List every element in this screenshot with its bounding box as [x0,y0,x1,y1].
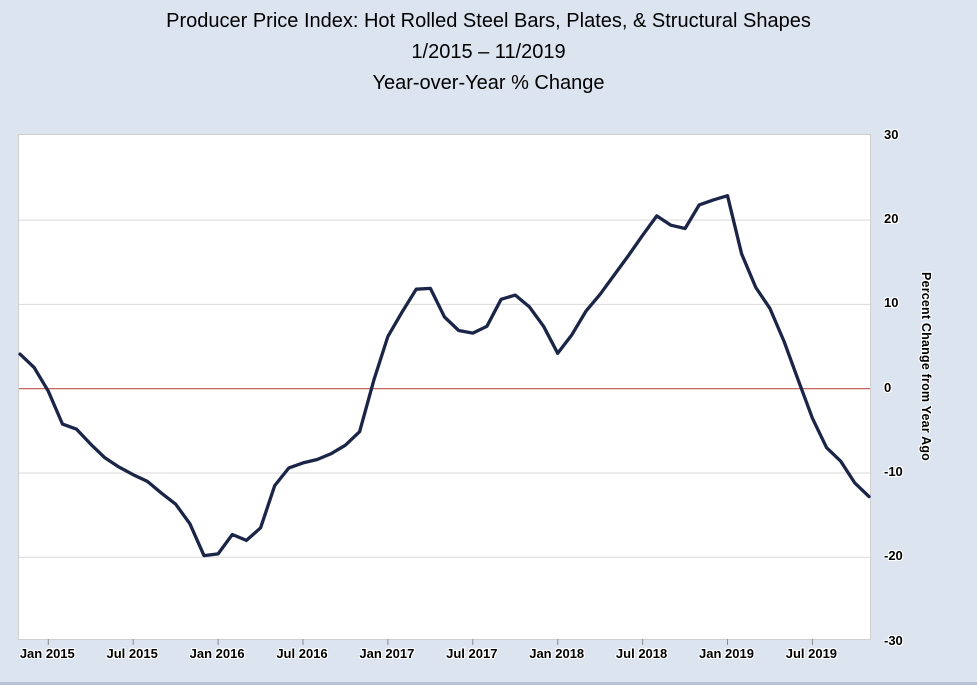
x-tick-label: Jul 2017 [446,646,498,661]
ppi-line-chart [18,194,871,645]
x-tick-label: Jul 2018 [615,646,668,661]
plot-area [18,134,871,645]
chart-title: Producer Price Index: Hot Rolled Steel B… [166,10,811,32]
y-tick-label: 10 [884,295,899,311]
window-bottom-edge [0,682,977,685]
y-tick-label: 30 [884,126,899,142]
y-axis-title: Percent Change from Year Ago [919,272,933,461]
x-tick-label: Jan 2019 [699,646,754,661]
chart-measure-label: Year-over-Year % Change [372,72,605,94]
chart-date-range: 1/2015 – 11/2019 [411,41,566,63]
x-tick-label: Jul 2016 [276,646,328,661]
y-tick-label: -10 [884,464,903,479]
y-tick-label: -30 [884,632,903,648]
x-tick-label: Jul 2019 [785,646,838,661]
ppi-data-line [18,194,871,558]
x-tick-label: Jul 2015 [106,646,158,661]
y-tick-label: -20 [884,548,903,564]
x-tick-label: Jan 2018 [529,646,585,661]
x-tick-label: Jan 2017 [359,646,415,661]
chart-title-block: Producer Price Index: Hot Rolled Steel B… [0,6,977,99]
y-tick-label: 0 [884,379,892,395]
x-tick-label: Jan 2016 [189,646,245,661]
y-tick-label: 20 [884,211,899,227]
x-tick-label: Jan 2015 [19,646,75,661]
